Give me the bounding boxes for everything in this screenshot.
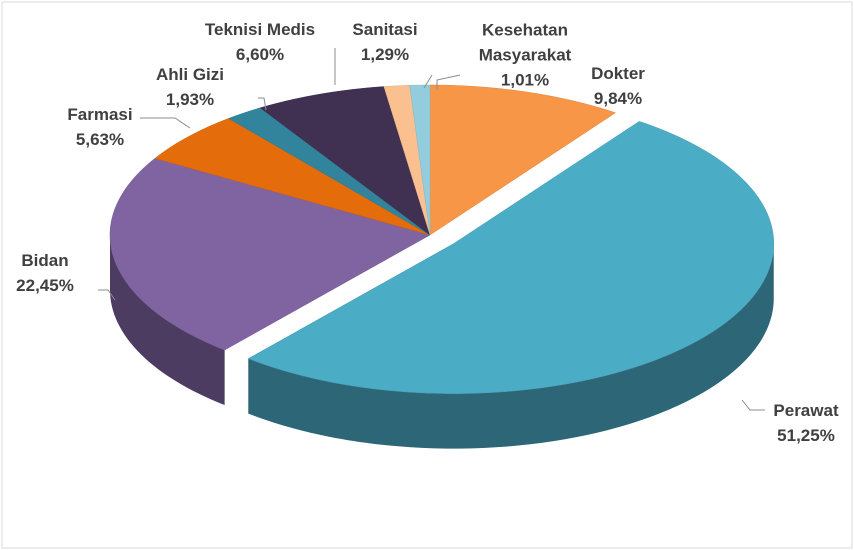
slice	[109, 158, 431, 351]
data-label: Teknisi Medis 6,60%	[205, 17, 315, 67]
slice	[247, 121, 774, 394]
value-label: 5,63%	[75, 130, 125, 149]
slice	[154, 118, 431, 236]
category-label: Farmasi	[67, 105, 133, 124]
slice	[409, 84, 431, 236]
data-label: Ahli Gizi 1,93%	[156, 62, 224, 112]
data-label: Sanitasi 1,29%	[352, 17, 417, 67]
category-label: Teknisi Medis	[204, 20, 316, 39]
slice-side	[110, 235, 225, 406]
category-label: Sanitasi	[352, 20, 418, 39]
slice-side	[248, 243, 774, 449]
value-label: 22,45%	[16, 276, 74, 295]
leader-line	[140, 117, 191, 129]
leader-line	[423, 74, 433, 89]
slice	[259, 86, 431, 236]
slice	[429, 84, 617, 236]
data-label: Bidan 22,45%	[16, 248, 74, 298]
category-label: Kesehatan Masyarakat	[478, 20, 572, 65]
value-label: 6,60%	[235, 45, 285, 64]
value-label: 1,93%	[165, 90, 215, 109]
value-label: 1,29%	[360, 45, 410, 64]
slice	[228, 107, 431, 236]
data-label: Dokter 9,84%	[591, 61, 645, 111]
category-label: Dokter	[591, 64, 645, 83]
leader-line	[98, 289, 116, 301]
data-label: Farmasi 5,63%	[67, 102, 132, 152]
category-label: Ahli Gizi	[156, 65, 224, 84]
category-label: Bidan	[21, 251, 69, 270]
value-label: 51,25%	[777, 426, 835, 445]
pie	[109, 84, 774, 449]
category-label: Perawat	[773, 401, 839, 420]
data-label: Perawat 51,25%	[773, 398, 838, 448]
leader-line	[258, 97, 267, 111]
leader-lines	[98, 48, 765, 411]
leader-line	[436, 74, 461, 90]
data-label: Kesehatan Masyarakat 1,01%	[460, 18, 590, 93]
value-label: 9,84%	[593, 89, 643, 108]
leader-line	[741, 399, 765, 411]
slice	[383, 85, 431, 236]
value-label: 1,01%	[500, 70, 550, 90]
